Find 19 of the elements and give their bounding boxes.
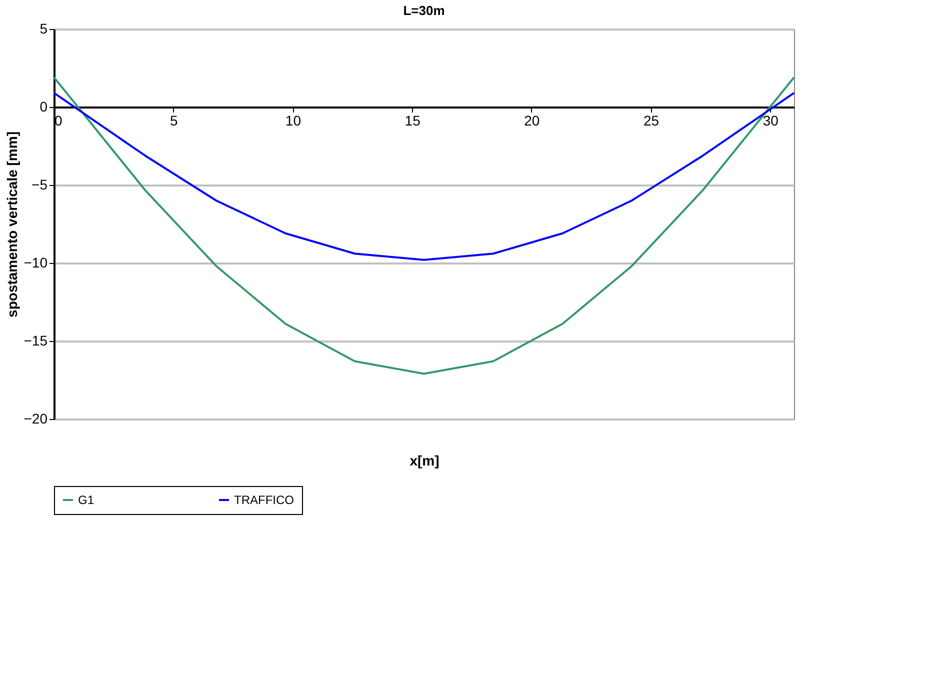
x-tick-label: 5 (170, 112, 178, 128)
y-axis-title: spostamento verticale [mm] (4, 132, 20, 318)
x-tick-label: 25 (643, 112, 660, 128)
x-tick-label: 30 (762, 112, 779, 128)
line-series (53, 76, 795, 375)
y-tick-label: −20 (24, 410, 48, 426)
line-series (53, 92, 795, 261)
x-tick-label: 10 (285, 112, 302, 128)
y-tick-label: 5 (40, 20, 48, 36)
chart-title: L=30m (403, 3, 445, 18)
legend-label: G1 (78, 493, 94, 507)
y-tick-label: −15 (24, 332, 48, 348)
y-tick-label: 0 (40, 98, 48, 114)
legend-label: TRAFFICO (234, 493, 294, 507)
x-axis-title: x[m] (410, 452, 440, 468)
y-tick-label: −10 (24, 254, 48, 270)
x-tick-label: 20 (524, 112, 540, 128)
y-tick-label: −5 (32, 176, 48, 192)
x-tick-label: 15 (404, 112, 421, 128)
